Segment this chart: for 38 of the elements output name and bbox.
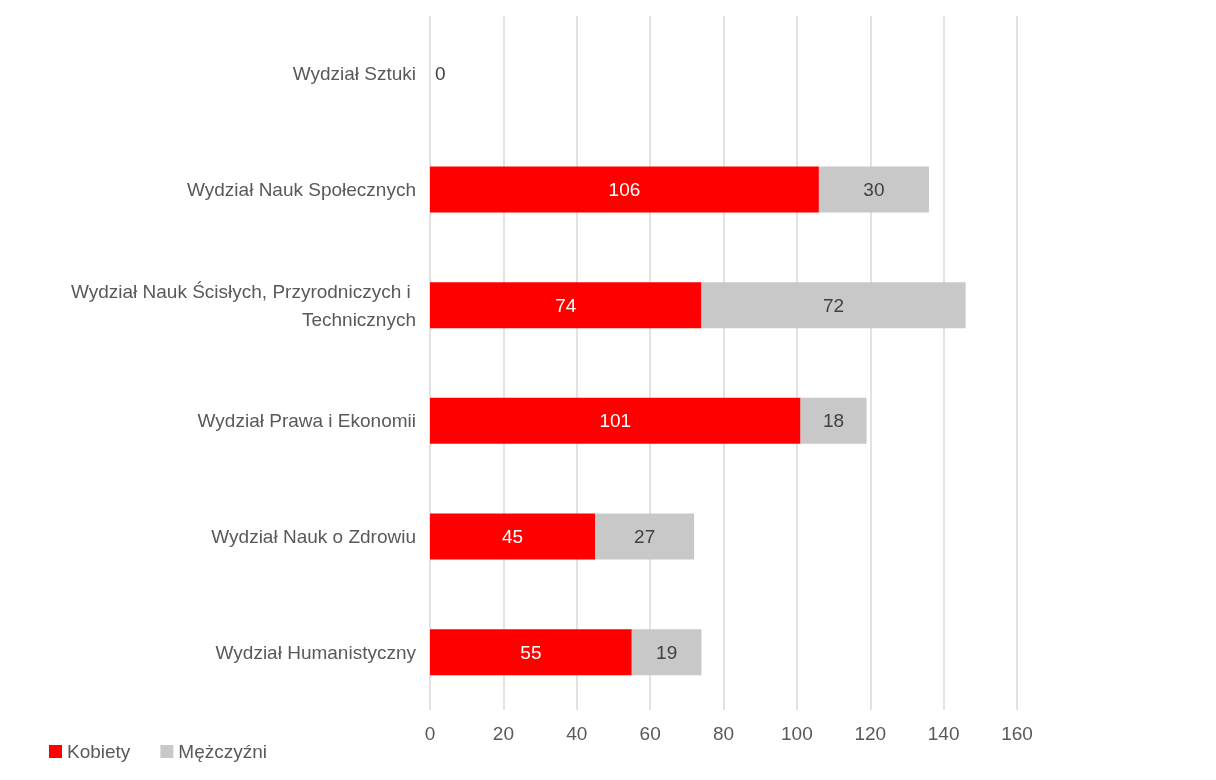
data-label: 55 bbox=[520, 641, 542, 663]
y-tick-label: Wydział Nauk o Zdrowiu bbox=[211, 526, 416, 547]
x-tick-label: 40 bbox=[566, 723, 588, 744]
bar bbox=[701, 282, 966, 329]
bar bbox=[430, 282, 702, 329]
x-tick-label: 100 bbox=[781, 723, 813, 744]
data-label: 45 bbox=[501, 526, 524, 547]
y-tick-label: Wydział Humanistyczny bbox=[215, 641, 417, 663]
bar bbox=[430, 397, 801, 444]
data-label: 106 bbox=[608, 179, 641, 200]
x-tick-label: 60 bbox=[639, 723, 661, 744]
bar bbox=[595, 513, 695, 560]
data-label: 72 bbox=[822, 294, 845, 316]
y-tick-label: Wydział Sztuki bbox=[292, 63, 416, 85]
y-tick-label: Wydział Nauk Ścisłych, Przyrodniczych i Technicznych bbox=[70, 280, 416, 330]
x-tick-label: 80 bbox=[712, 723, 735, 744]
bar bbox=[800, 397, 867, 444]
x-tick-label: 120 bbox=[854, 723, 887, 744]
legend-label: Kobiety bbox=[67, 741, 131, 762]
data-label: 27 bbox=[634, 526, 656, 547]
data-label: 0 bbox=[435, 63, 446, 85]
data-label: 74 bbox=[555, 294, 577, 316]
x-tick-label: 0 bbox=[424, 723, 436, 744]
data-label: 30 bbox=[863, 179, 885, 200]
data-label: 19 bbox=[656, 641, 678, 663]
bar bbox=[631, 629, 702, 676]
data-label: 18 bbox=[822, 410, 845, 432]
data-label: 101 bbox=[599, 410, 632, 432]
bar bbox=[430, 166, 819, 213]
x-tick-label: 160 bbox=[1001, 723, 1033, 744]
bar bbox=[430, 629, 632, 676]
bar bbox=[818, 166, 929, 213]
y-tick-label: Wydział Prawa i Ekonomii bbox=[197, 410, 416, 432]
bar bbox=[430, 513, 596, 560]
x-tick-label: 20 bbox=[492, 723, 514, 744]
legend-label: Mężczyźni bbox=[178, 741, 268, 762]
y-tick-label: Wydział Nauk Społecznych bbox=[187, 179, 416, 200]
x-tick-label: 140 bbox=[927, 723, 960, 744]
